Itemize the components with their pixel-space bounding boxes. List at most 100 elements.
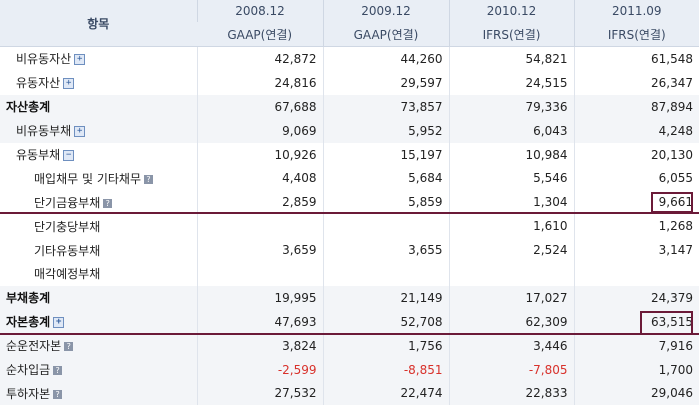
- help-icon[interactable]: ?: [144, 174, 153, 184]
- table-row-total-assets: 자산총계 67,688 73,857 79,336 87,894: [0, 94, 699, 119]
- row-label-cell: 단기충당부채: [0, 214, 197, 238]
- help-icon[interactable]: ?: [64, 342, 74, 352]
- value-cell: 42,872: [196, 46, 323, 71]
- table-row-net-borrowings: 순차입금? -2,599 -8,851 -7,805 1,700: [0, 357, 699, 382]
- help-icon[interactable]: ?: [103, 198, 113, 208]
- expand-plus-icon[interactable]: +: [74, 54, 86, 66]
- value-cell: 44,260: [322, 46, 449, 71]
- table-row-non-current-assets: 비유동자산 +42,872 44,260 54,821 61,548: [0, 46, 699, 71]
- row-label-cell: 부채총계: [0, 285, 197, 310]
- value-cell: 5,859: [322, 190, 449, 215]
- header-year-2011: 2011.09: [573, 0, 699, 23]
- row-label-cell: 순운전자본?: [0, 333, 197, 358]
- value-cell: 15,197: [322, 142, 449, 167]
- value-cell: [322, 214, 449, 239]
- value-cell: 47,693: [196, 309, 323, 334]
- value-cell: 1,756: [322, 333, 449, 358]
- value-cell: 10,984: [448, 142, 574, 167]
- value-cell: 5,952: [322, 118, 449, 143]
- value-cell: 5,546: [448, 166, 574, 191]
- row-label: 매각예정부채: [34, 267, 101, 282]
- table-row-short-term-financial-debt: 단기금융부채? 2,859 5,859 1,304 9,661: [0, 190, 699, 215]
- expand-plus-icon[interactable]: +: [63, 78, 75, 90]
- row-label-cell: 비유동부채 +: [0, 118, 197, 143]
- value-cell: 21,149: [322, 285, 449, 310]
- value-cell: 1,304: [448, 190, 574, 215]
- row-label: 부채총계: [6, 291, 51, 306]
- row-label: 유동자산: [16, 76, 61, 91]
- table-row-invested-capital: 투하자본? 27,532 22,474 22,833 29,046: [0, 381, 699, 406]
- row-label-cell: 매입채무 및 기타채무?: [0, 166, 197, 190]
- highlight-underline-total-equity: [0, 333, 699, 335]
- value-cell: 1,700: [573, 357, 699, 382]
- header-standard-2011: IFRS(연결): [573, 22, 699, 48]
- value-cell: 29,046: [573, 381, 699, 406]
- value-cell: 52,708: [322, 309, 449, 334]
- help-icon[interactable]: ?: [53, 389, 63, 399]
- row-label: 비유동부채: [16, 124, 72, 139]
- row-label-cell: 자본총계 +: [0, 309, 197, 334]
- row-label: 유동부채: [16, 148, 61, 162]
- row-label: 단기충당부채: [34, 219, 101, 234]
- header-year-2008: 2008.12: [196, 0, 323, 23]
- row-label: 순차입금: [6, 363, 51, 378]
- value-cell: 24,379: [573, 285, 699, 310]
- value-cell: 62,309: [448, 309, 574, 334]
- value-cell: [448, 262, 574, 286]
- value-cell: 20,130: [573, 142, 699, 167]
- row-label-cell: 기타유동부채: [0, 238, 197, 262]
- value-cell: [196, 214, 323, 239]
- table-row-short-term-provisions: 단기충당부채 1,610 1,268: [0, 214, 699, 239]
- table-row-non-current-liabilities: 비유동부채 +9,069 5,952 6,043 4,248: [0, 118, 699, 143]
- value-cell: 1,268: [573, 214, 699, 239]
- row-label-cell: 자산총계: [0, 94, 197, 119]
- value-cell: 26,347: [573, 70, 699, 95]
- table-row-held-for-sale-liabilities: 매각예정부채: [0, 262, 699, 286]
- value-cell: 10,926: [196, 142, 323, 167]
- value-cell: 27,532: [196, 381, 323, 406]
- value-cell: 3,655: [322, 238, 449, 263]
- value-cell: 2,859: [196, 190, 323, 215]
- help-icon[interactable]: ?: [53, 366, 63, 376]
- row-label-cell: 투하자본?: [0, 381, 197, 406]
- value-cell: -2,599: [196, 357, 323, 382]
- table-row-current-liabilities: 유동부채 −10,926 15,197 10,984 20,130: [0, 142, 699, 167]
- row-label-cell: 단기금융부채?: [0, 190, 197, 214]
- value-cell: 4,408: [196, 166, 323, 191]
- value-cell: 1,610: [448, 214, 574, 239]
- highlight-underline-short-term-debt: [0, 212, 699, 214]
- row-label: 투하자본: [6, 386, 51, 401]
- value-cell: 3,824: [196, 333, 323, 358]
- row-label: 매입채무 및 기타채무: [34, 171, 141, 186]
- table-row-net-working-capital: 순운전자본? 3,824 1,756 3,446 7,916: [0, 333, 699, 358]
- value-cell: 79,336: [448, 94, 574, 119]
- row-label: 순운전자본: [6, 339, 62, 354]
- value-cell: [196, 262, 323, 286]
- value-cell: 17,027: [448, 285, 574, 310]
- table-row-total-equity: 자본총계 +47,693 52,708 62,309 63,515: [0, 309, 699, 334]
- expand-plus-icon[interactable]: +: [53, 317, 65, 329]
- value-cell: 2,524: [448, 238, 574, 263]
- value-cell: 29,597: [322, 70, 449, 95]
- header-item-label: 항목: [0, 0, 197, 47]
- value-cell: 6,043: [448, 118, 574, 143]
- header-year-2010: 2010.12: [448, 0, 574, 23]
- value-cell: 5,684: [322, 166, 449, 191]
- value-cell: -7,805: [448, 357, 574, 382]
- value-cell: [322, 262, 449, 286]
- value-cell: 19,995: [196, 285, 323, 310]
- table-row-other-current-liabilities: 기타유동부채 3,659 3,655 2,524 3,147: [0, 238, 699, 263]
- value-cell: 54,821: [448, 46, 574, 71]
- value-cell: 3,147: [573, 238, 699, 263]
- value-cell: 9,069: [196, 118, 323, 143]
- collapse-minus-icon[interactable]: −: [63, 150, 75, 161]
- value-cell: 61,548: [573, 46, 699, 71]
- value-cell: 24,515: [448, 70, 574, 95]
- expand-plus-icon[interactable]: +: [74, 126, 86, 138]
- row-label-cell: 순차입금?: [0, 357, 197, 382]
- header-standard-2008: GAAP(연결): [197, 22, 323, 48]
- value-cell: 3,446: [448, 333, 574, 358]
- row-label-cell: 유동부채 −: [0, 143, 197, 167]
- row-label: 비유동자산: [16, 52, 72, 67]
